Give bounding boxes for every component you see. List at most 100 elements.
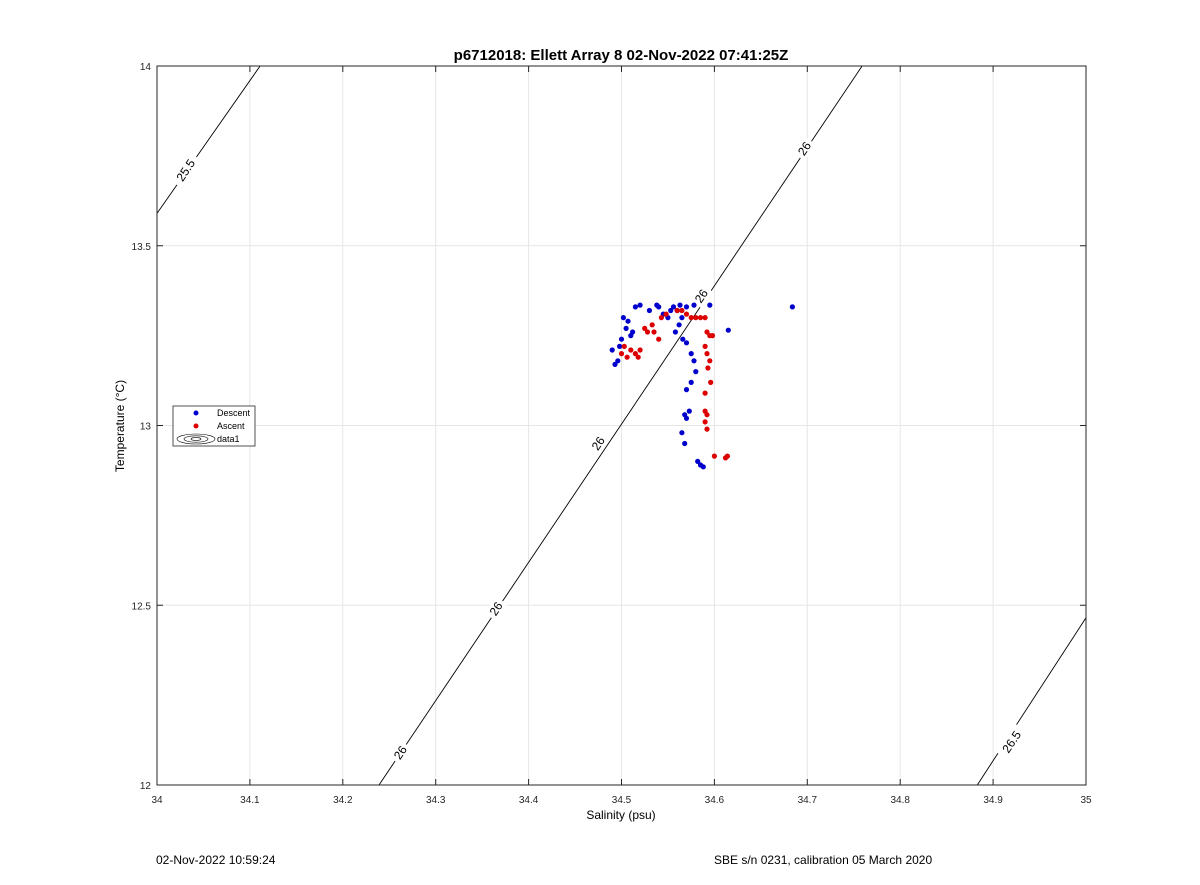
x-tick-label: 34.9 <box>983 795 1003 806</box>
ascent-point <box>651 329 657 335</box>
ascent-point <box>704 426 710 432</box>
x-tick-label: 35 <box>1080 795 1092 806</box>
legend-contour-icon <box>176 433 216 445</box>
legend-descent-marker <box>193 410 199 416</box>
descent-point <box>637 302 643 308</box>
descent-point <box>612 361 618 367</box>
descent-point <box>725 327 731 333</box>
descent-point <box>789 304 796 310</box>
ascent-point <box>642 325 648 331</box>
descent-point <box>683 415 690 421</box>
contour-line-26 <box>378 65 863 786</box>
descent-point <box>695 458 701 464</box>
ascent-point <box>702 315 708 321</box>
descent-point <box>679 430 685 436</box>
ascent-point <box>658 315 665 321</box>
ascent-point <box>704 329 710 335</box>
contour-label-gap <box>389 740 412 765</box>
ascent-point <box>693 315 699 321</box>
descent-point <box>693 369 699 375</box>
contour-label-gap <box>996 723 1027 760</box>
ascent-point <box>621 343 627 349</box>
density-contours: 25.5 26 26 26 26 26 26.5 <box>156 65 1087 786</box>
ascent-point <box>688 315 694 321</box>
ascent-point <box>697 315 704 321</box>
descent-point <box>672 329 679 335</box>
contour-label-gap <box>170 152 202 189</box>
descent-point <box>623 325 629 331</box>
y-tick-label: 12.5 <box>132 601 152 612</box>
contour-label-gap <box>793 136 816 161</box>
contour-label: 26 <box>484 596 508 622</box>
descent-point <box>676 322 682 328</box>
descent-point <box>688 351 694 357</box>
contour-label: 26 <box>793 136 816 161</box>
descent-point <box>617 343 623 349</box>
ascent-point <box>709 333 716 339</box>
ascent-point <box>663 311 669 317</box>
ascent-point <box>702 343 708 349</box>
legend: Descent Ascent data1 <box>172 405 256 447</box>
contour-label: 26 <box>586 431 610 456</box>
x-tick-label: 34.2 <box>333 795 353 806</box>
ascent-point <box>649 322 655 328</box>
descent-point <box>688 379 694 385</box>
contour-label: 26 <box>690 283 713 309</box>
contour-label: 26 <box>389 740 412 765</box>
ascent-point <box>704 351 710 357</box>
ascent-point <box>644 329 651 335</box>
descent-point <box>670 304 677 310</box>
legend-descent-label: Descent <box>217 408 251 418</box>
x-tick-label: 34.7 <box>798 795 818 806</box>
ascent-point <box>674 307 680 314</box>
ascent-point <box>637 347 643 353</box>
ascent-point <box>724 453 731 459</box>
legend-ascent-label: Ascent <box>217 421 245 431</box>
ascent-point <box>704 412 710 418</box>
descent-point <box>656 304 662 310</box>
data-points <box>609 302 796 470</box>
ascent-point <box>702 390 708 396</box>
ascent-point <box>711 453 718 459</box>
ascent-point <box>632 351 639 357</box>
descent-point <box>618 336 625 342</box>
ascent-point <box>702 419 708 425</box>
axis-ticks: 34 34.1 34.2 34.3 34.4 34.5 34.6 34.7 34.8 34.9 35… <box>132 62 1092 806</box>
contour-line-26.5 <box>976 617 1087 786</box>
ascent-point <box>656 336 662 342</box>
y-tick-label: 13 <box>140 422 152 433</box>
y-axis-label: Temperature (°C) <box>113 380 127 472</box>
contour-label: 25.5 <box>170 152 202 189</box>
descent-point <box>707 302 713 308</box>
descent-point <box>683 304 690 310</box>
contour-label-gap <box>690 283 713 309</box>
ascent-point <box>679 307 685 314</box>
contour-label-gap <box>484 596 508 622</box>
descent-point <box>620 315 627 321</box>
legend-box <box>172 405 256 447</box>
chart-title: p6712018: Ellett Array 8 02-Nov-2022 07:… <box>454 47 789 64</box>
y-tick-label: 12 <box>140 781 152 792</box>
footer-instrument: SBE s/n 0231, calibration 05 March 2020 <box>714 853 933 867</box>
descent-point <box>646 307 653 314</box>
descent-point <box>615 358 621 364</box>
ascent-point <box>628 347 634 353</box>
contour-line-25.5 <box>156 65 261 214</box>
descent-point <box>691 302 697 308</box>
descent-point <box>677 302 683 308</box>
footer-timestamp: 02-Nov-2022 10:59:24 <box>156 853 276 867</box>
x-tick-label: 34.4 <box>519 795 539 806</box>
descent-point <box>682 440 688 447</box>
descent-point <box>609 347 615 353</box>
ascent-point <box>707 358 713 364</box>
ascent-point <box>624 354 630 360</box>
descent-point <box>668 307 674 314</box>
descent-point <box>691 358 697 364</box>
ascent-point <box>683 311 690 317</box>
descent-point <box>683 340 690 346</box>
x-tick-label: 34 <box>151 795 163 806</box>
descent-point <box>686 408 692 414</box>
descent-point <box>679 315 685 321</box>
ascent-point <box>708 379 714 385</box>
